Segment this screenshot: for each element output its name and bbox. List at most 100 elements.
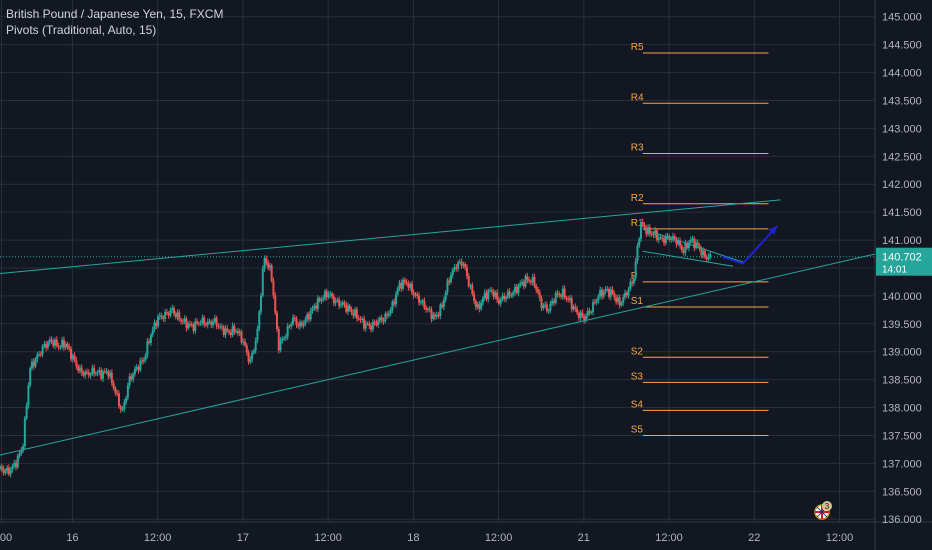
candle-body [364, 323, 367, 329]
candle-body [394, 294, 397, 305]
candle-body [407, 283, 410, 288]
candle-body [531, 276, 534, 283]
candle-body [256, 328, 259, 341]
candle-body [515, 287, 518, 293]
candle-body [263, 257, 266, 269]
candle-body [30, 361, 33, 368]
candle-body [48, 339, 51, 343]
candle-body [405, 282, 408, 284]
candle-body [446, 280, 449, 293]
candle-body [497, 299, 500, 304]
candle-body [684, 243, 687, 253]
candle-body [309, 310, 312, 320]
flag-uk-icon[interactable]: 3 [809, 500, 835, 520]
candle-body [114, 388, 117, 393]
candle-body [103, 371, 106, 373]
candle-body [22, 446, 25, 451]
candle-body [687, 242, 690, 249]
candle-body [418, 295, 421, 303]
candle-body [483, 292, 486, 299]
candle-body [73, 355, 76, 361]
candle-body [6, 467, 9, 471]
candle-body [474, 301, 477, 308]
candle-body [245, 345, 248, 353]
candle-body [291, 317, 294, 325]
candle-body [199, 323, 202, 325]
candle-body [77, 366, 80, 371]
candle-body [604, 289, 607, 292]
candle-body [112, 382, 115, 389]
candle-body [0, 466, 3, 469]
candle-body [96, 372, 99, 374]
candle-body [142, 359, 145, 362]
candle-body [648, 227, 651, 234]
notification-count: 3 [825, 502, 830, 511]
candle-body [162, 317, 165, 319]
candle-body [34, 359, 37, 367]
candle-body [639, 222, 642, 239]
trendline-upper-channel [0, 199, 781, 275]
candle-body [169, 310, 172, 316]
candle-body [126, 385, 129, 398]
candle-body [702, 250, 705, 256]
y-tick-label: 136.000 [882, 514, 922, 526]
candle-body [577, 312, 580, 319]
candle-body [325, 291, 328, 298]
candle-body [661, 237, 664, 239]
candle-body [428, 308, 431, 310]
candle-body [50, 339, 53, 342]
candle-body [378, 317, 381, 321]
candle-body [84, 371, 87, 376]
candle-body [508, 291, 511, 296]
candle-body [435, 314, 438, 317]
candle-body [0, 466, 1, 469]
candle-body [664, 236, 667, 244]
candle-body [217, 325, 220, 327]
candle-body [481, 298, 484, 303]
candle-body [38, 354, 41, 356]
candle-body [357, 318, 360, 320]
candle-body [549, 303, 552, 311]
y-tick-label: 142.000 [882, 179, 922, 191]
candle-body [368, 323, 371, 327]
candle-body [611, 289, 614, 294]
candle-body [226, 328, 229, 331]
price-tag-countdown: 14:01 [882, 265, 907, 276]
candle-body [544, 304, 547, 306]
candle-body [382, 320, 385, 322]
indicator-title[interactable]: Pivots (Traditional, Auto, 15) [6, 23, 157, 37]
pivot-label-r4: R4 [631, 92, 644, 103]
x-tick-label: 16 [66, 532, 78, 544]
candle-body [153, 322, 156, 330]
x-tick-label: 18 [407, 532, 419, 544]
candle-body [643, 224, 646, 228]
candle-body [192, 324, 195, 332]
candle-body [87, 372, 90, 376]
y-tick-label: 140.000 [882, 291, 922, 303]
candle-body [272, 280, 275, 296]
candle-body [297, 325, 300, 327]
candle-body [220, 326, 223, 328]
y-tick-label: 137.000 [882, 458, 922, 470]
candle-body [151, 329, 154, 335]
candle-body [265, 257, 268, 264]
candle-body [300, 322, 303, 326]
x-tick-label: 12:00 [655, 532, 683, 544]
candle-body [341, 302, 344, 305]
candle-body [274, 295, 277, 313]
candle-body [277, 329, 280, 351]
candle-body [306, 314, 309, 320]
candle-body [487, 290, 490, 300]
candle-body [375, 322, 378, 325]
candle-body [359, 318, 362, 320]
x-tick-label: 22 [748, 532, 760, 544]
symbol-title[interactable]: British Pound / Japanese Yen, 15, FXCM [6, 7, 224, 21]
candle-body [121, 409, 124, 411]
candle-body [25, 405, 28, 419]
candle-body [313, 305, 316, 309]
candle-body [16, 455, 19, 468]
candle-body [336, 299, 339, 301]
y-tick-label: 139.000 [882, 347, 922, 359]
candle-body [331, 293, 334, 297]
